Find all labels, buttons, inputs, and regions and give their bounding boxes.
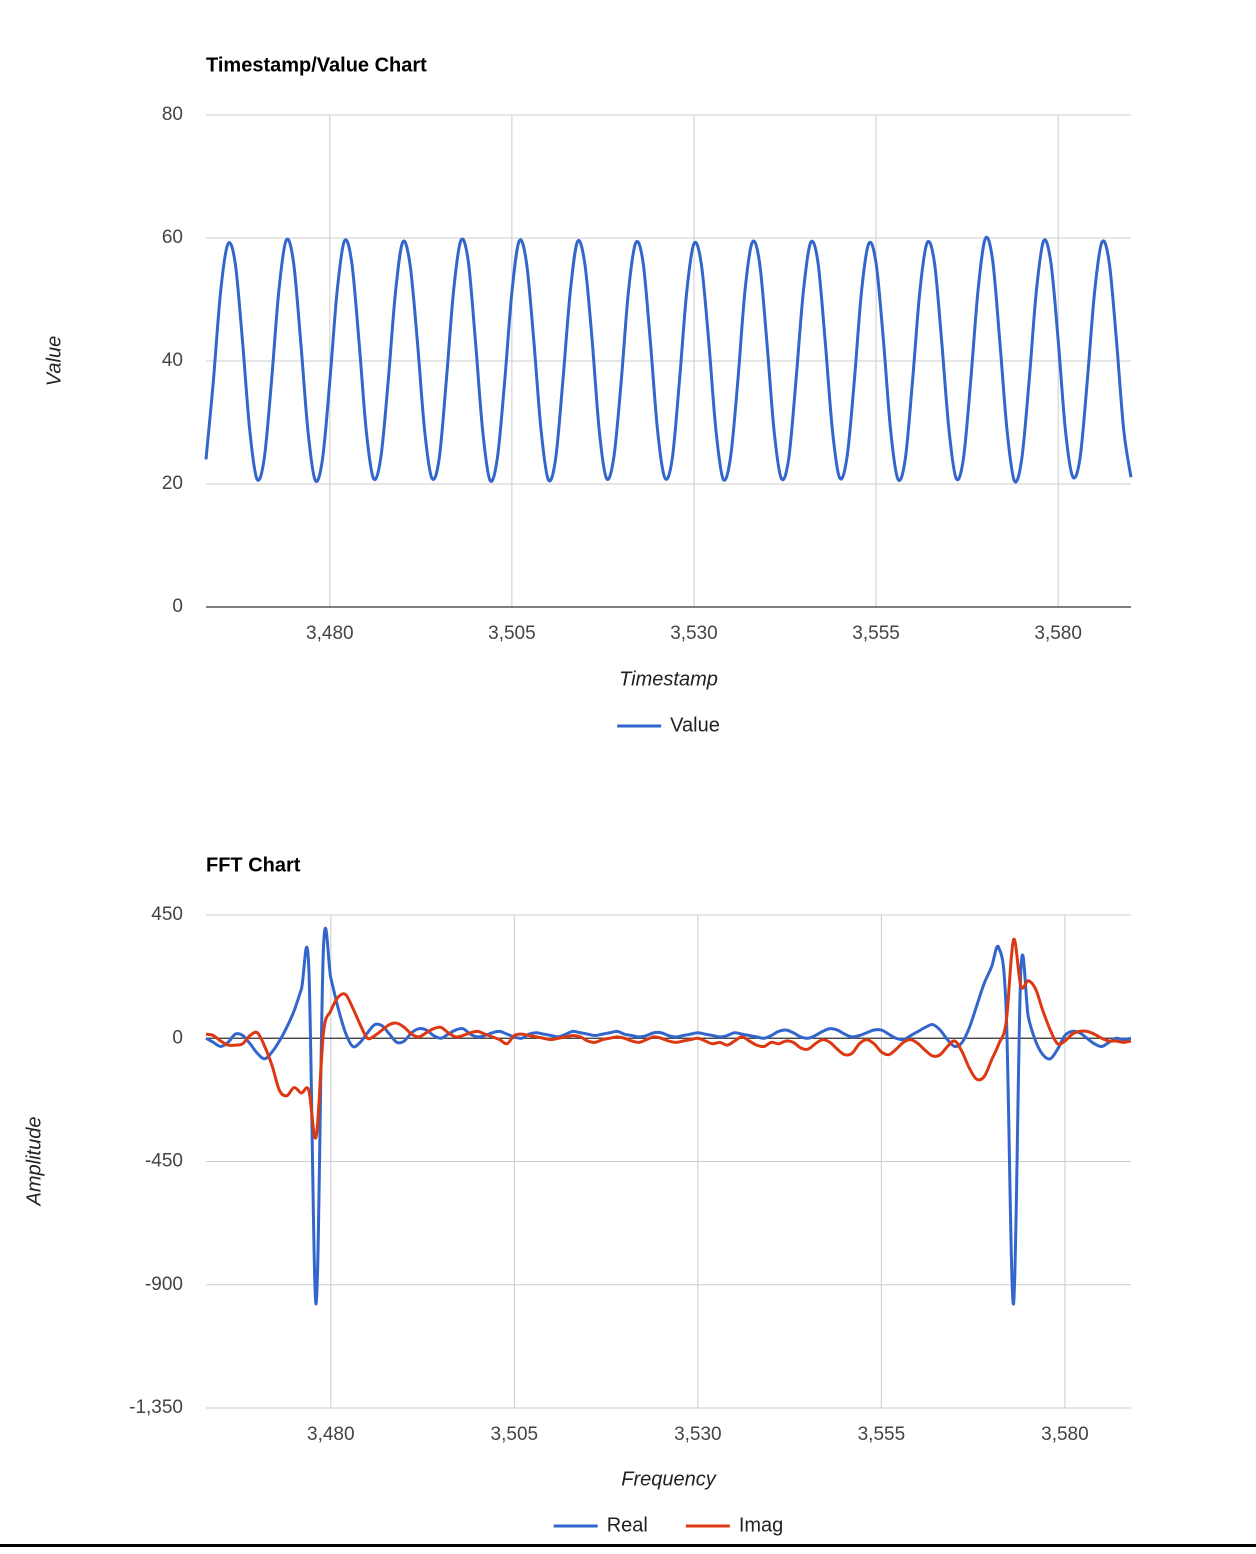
x-tick-label: 3,480 bbox=[307, 1424, 355, 1445]
x-tick-label: 3,580 bbox=[1034, 623, 1082, 644]
data-line bbox=[205, 926, 1132, 1306]
legend-label: Real bbox=[607, 1514, 648, 1536]
y-tick-label: -1,350 bbox=[129, 1397, 183, 1418]
x-axis-title: Frequency bbox=[621, 1468, 716, 1490]
chart-title: Timestamp/Value Chart bbox=[206, 54, 427, 76]
y-tick-label: 0 bbox=[172, 596, 183, 617]
y-tick-label: -450 bbox=[145, 1151, 183, 1172]
x-tick-label: 3,555 bbox=[858, 1424, 906, 1445]
y-tick-label: 0 bbox=[172, 1027, 183, 1048]
y-tick-label: 80 bbox=[162, 104, 183, 125]
legend: Value bbox=[617, 714, 720, 736]
y-tick-label: 40 bbox=[162, 350, 183, 371]
chart-title: FFT Chart bbox=[206, 854, 301, 876]
legend-label: Imag bbox=[739, 1514, 783, 1536]
legend-label: Value bbox=[670, 714, 720, 736]
x-tick-label: 3,480 bbox=[306, 623, 354, 644]
bottom-border bbox=[0, 1544, 1256, 1547]
x-tick-label: 3,505 bbox=[491, 1424, 539, 1445]
x-tick-label: 3,580 bbox=[1041, 1424, 1089, 1445]
x-tick-label: 3,530 bbox=[674, 1424, 722, 1445]
y-tick-label: 450 bbox=[151, 904, 183, 925]
x-tick-label: 3,530 bbox=[670, 623, 718, 644]
legend: Real Imag bbox=[553, 1514, 783, 1536]
x-tick-label: 3,505 bbox=[488, 623, 536, 644]
y-axis-title: Value bbox=[43, 336, 65, 386]
y-tick-label: 20 bbox=[162, 473, 183, 494]
data-line bbox=[205, 938, 1132, 1140]
y-tick-label: -900 bbox=[145, 1274, 183, 1295]
x-tick-label: 3,555 bbox=[852, 623, 900, 644]
data-line bbox=[204, 235, 1133, 484]
y-tick-label: 60 bbox=[162, 227, 183, 248]
y-axis-title: Amplitude bbox=[23, 1117, 45, 1207]
x-axis-title: Timestamp bbox=[619, 668, 718, 690]
